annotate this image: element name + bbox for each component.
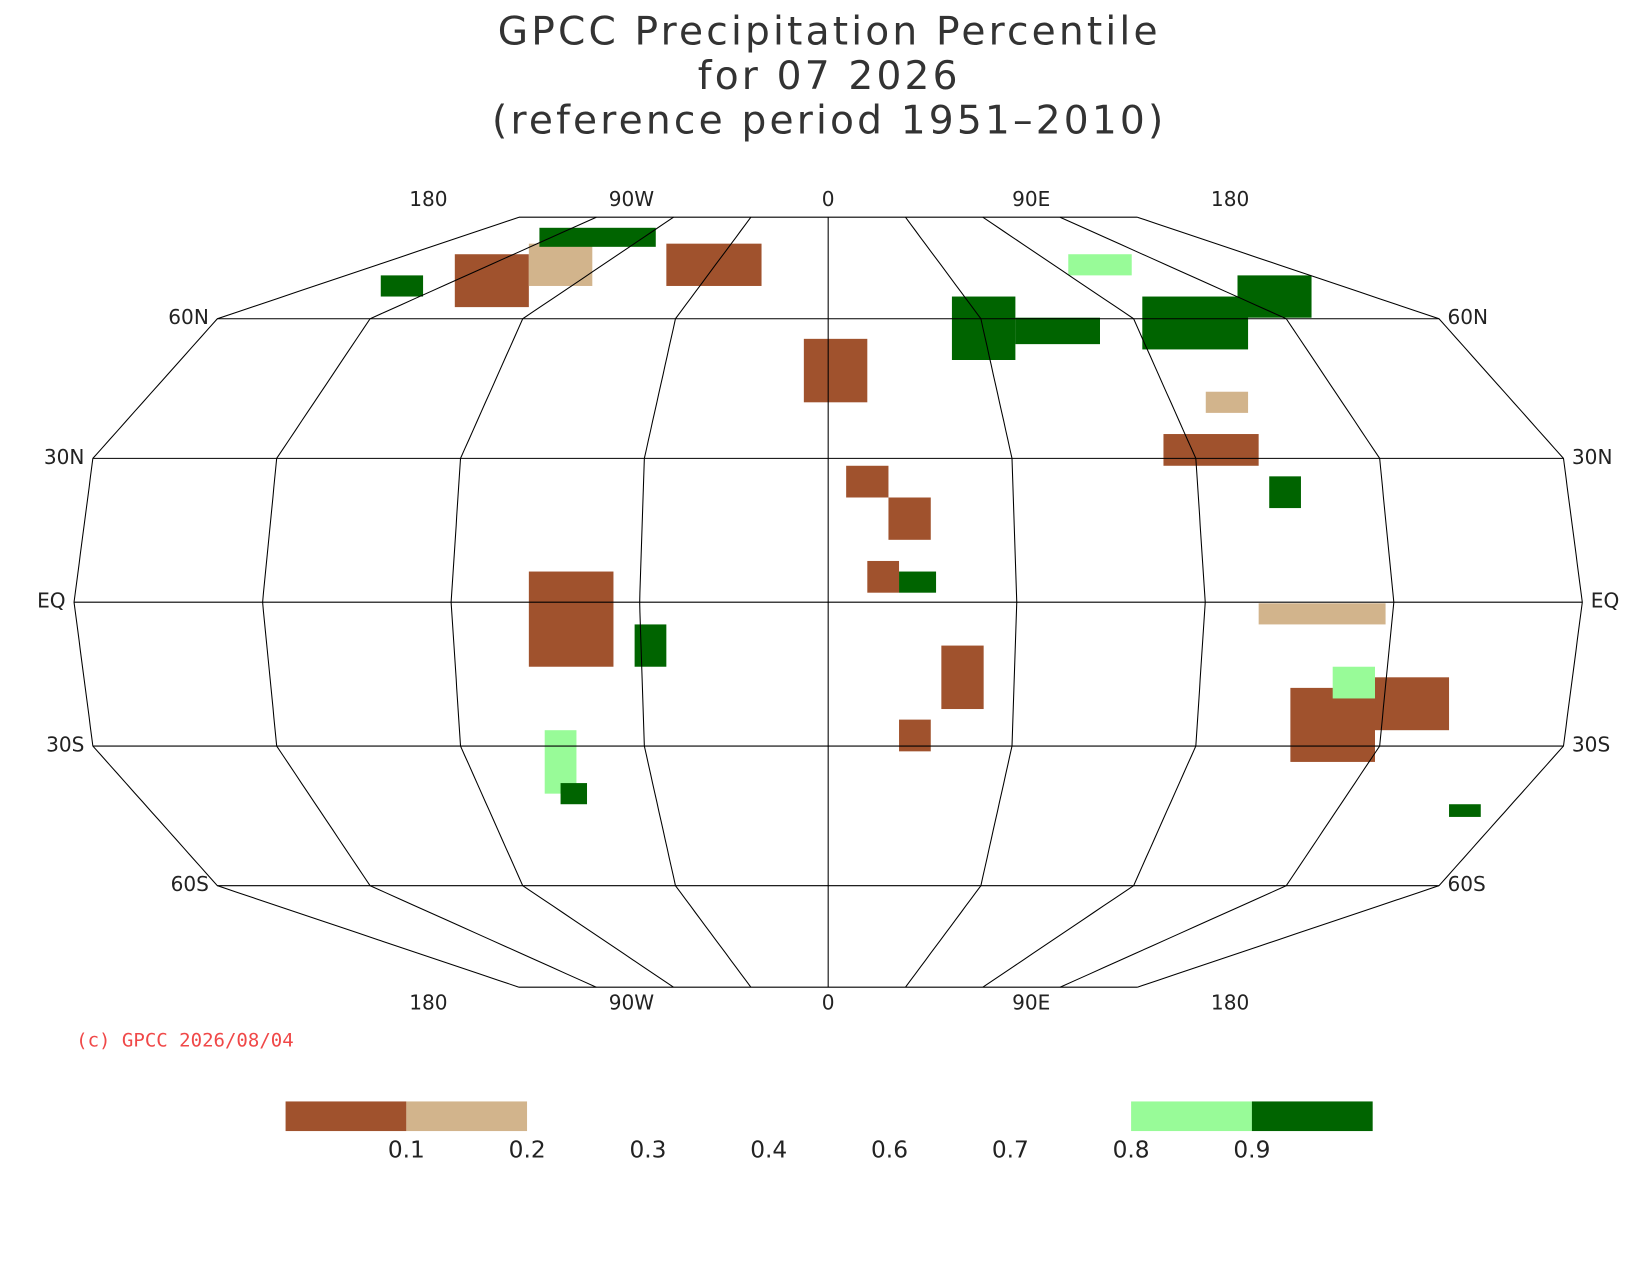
lat-label: 60S	[1447, 872, 1485, 896]
lon-label: 180	[1211, 991, 1249, 1015]
lon-label: 90E	[1012, 991, 1050, 1015]
legend-swatch	[406, 1101, 528, 1132]
lat-label: 30S	[1572, 733, 1610, 757]
lat-label: 60S	[171, 872, 209, 896]
legend-label: 0.2	[509, 1137, 546, 1164]
lon-label: 0	[822, 187, 835, 211]
lat-label: 60N	[168, 305, 209, 329]
title-line: (reference period 1951–2010)	[492, 99, 1166, 144]
legend-swatch	[1010, 1101, 1132, 1132]
lon-label: 0	[822, 991, 835, 1015]
title-line: for 07 2026	[698, 54, 961, 99]
legend-swatch	[527, 1101, 648, 1132]
legend-swatch	[285, 1101, 407, 1132]
legend-label: 0.4	[750, 1137, 787, 1164]
graticule	[73, 216, 1583, 988]
lat-label: EQ	[1591, 589, 1620, 613]
lon-label: 90E	[1012, 187, 1050, 211]
credit: (c) GPCC 2026/08/04	[76, 1030, 294, 1052]
legend-label: 0.8	[1113, 1137, 1150, 1164]
lat-label: EQ	[37, 589, 66, 613]
legend-label: 0.9	[1233, 1137, 1270, 1164]
title-line: GPCC Precipitation Percentile	[498, 10, 1161, 55]
legend-swatch	[1131, 1101, 1252, 1132]
lat-label: 30N	[1572, 445, 1613, 469]
legend-swatch	[768, 1101, 890, 1132]
lon-label: 180	[1211, 187, 1249, 211]
legend-label: 0.1	[388, 1137, 425, 1164]
lon-label: 90W	[609, 991, 655, 1015]
lat-label: 30S	[46, 733, 84, 757]
legend-label: 0.6	[871, 1137, 908, 1164]
lat-label: 30N	[44, 445, 85, 469]
lon-label: 180	[409, 991, 447, 1015]
legend-swatch	[889, 1101, 1011, 1132]
legend-swatch	[647, 1101, 769, 1132]
lon-label: 90W	[609, 187, 655, 211]
legend-label: 0.7	[992, 1137, 1029, 1164]
legend-swatch	[1251, 1101, 1373, 1132]
precip-patches	[380, 227, 1481, 817]
lat-label: 60N	[1447, 305, 1488, 329]
lon-label: 180	[409, 187, 447, 211]
legend-label: 0.3	[629, 1137, 666, 1164]
